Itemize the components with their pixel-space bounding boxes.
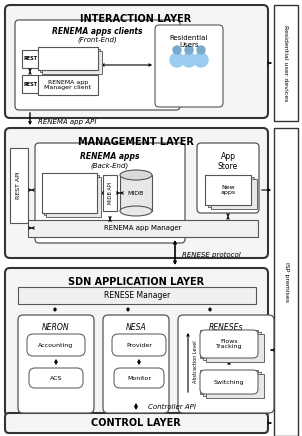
Bar: [38, 75, 98, 95]
Text: RENEMA app
Manager client: RENEMA app Manager client: [44, 80, 92, 90]
Text: Residential
Users: Residential Users: [170, 35, 208, 48]
Bar: [44, 175, 99, 215]
Circle shape: [173, 46, 181, 54]
FancyBboxPatch shape: [112, 334, 166, 356]
Circle shape: [194, 53, 208, 67]
FancyBboxPatch shape: [5, 413, 268, 433]
Bar: [28, 220, 258, 237]
Text: Accounting: Accounting: [38, 343, 74, 347]
FancyBboxPatch shape: [15, 20, 180, 110]
Bar: [38, 47, 98, 70]
Text: New
apps: New apps: [220, 184, 236, 195]
FancyBboxPatch shape: [197, 143, 259, 213]
Text: Flows
Tracking: Flows Tracking: [216, 339, 242, 349]
FancyBboxPatch shape: [18, 315, 94, 413]
Circle shape: [182, 53, 196, 67]
Ellipse shape: [120, 170, 152, 180]
FancyBboxPatch shape: [200, 330, 258, 358]
Bar: [274, 5, 298, 121]
Ellipse shape: [120, 206, 152, 216]
Bar: [40, 49, 100, 72]
Text: RENEMA apps: RENEMA apps: [80, 152, 140, 161]
Bar: [18, 287, 256, 304]
FancyBboxPatch shape: [29, 368, 83, 388]
FancyBboxPatch shape: [5, 268, 268, 416]
Text: RENESE protocol: RENESE protocol: [182, 252, 241, 258]
Bar: [42, 51, 102, 74]
Bar: [203, 332, 261, 360]
Text: MIDB API: MIDB API: [108, 182, 113, 204]
Text: Residential user devices: Residential user devices: [284, 25, 288, 101]
Text: ISP premises: ISP premises: [284, 262, 288, 302]
Text: Monitor: Monitor: [127, 375, 151, 381]
Bar: [120, 175, 152, 211]
Text: Controller API: Controller API: [148, 404, 196, 410]
Bar: [208, 177, 254, 207]
Text: RENESE Manager: RENESE Manager: [104, 290, 170, 300]
FancyBboxPatch shape: [200, 370, 258, 394]
Text: NESA: NESA: [126, 323, 146, 332]
Text: NERON: NERON: [42, 323, 70, 332]
Bar: [200, 330, 258, 358]
Text: Provider: Provider: [126, 343, 152, 347]
Bar: [22, 50, 38, 68]
FancyBboxPatch shape: [27, 334, 85, 356]
Bar: [203, 372, 261, 396]
Text: MIDB: MIDB: [128, 191, 144, 195]
Bar: [10, 148, 28, 223]
Text: REST: REST: [23, 57, 37, 61]
Bar: [205, 175, 251, 205]
Text: CONTROL LAYER: CONTROL LAYER: [91, 418, 181, 428]
Text: App
Store: App Store: [218, 152, 238, 171]
FancyBboxPatch shape: [178, 315, 274, 413]
Text: REST: REST: [23, 82, 37, 86]
Text: RENEMA app API: RENEMA app API: [38, 119, 97, 125]
Bar: [103, 175, 117, 211]
Text: ACS: ACS: [50, 375, 62, 381]
FancyBboxPatch shape: [114, 368, 164, 388]
FancyBboxPatch shape: [103, 315, 169, 413]
Bar: [42, 173, 97, 213]
Text: Abstraction Level: Abstraction Level: [193, 341, 198, 383]
Circle shape: [197, 46, 205, 54]
Text: RENEMA app Manager: RENEMA app Manager: [104, 225, 182, 231]
Text: (Back-End): (Back-End): [91, 162, 129, 168]
Text: RENEMA apps clients: RENEMA apps clients: [52, 27, 142, 36]
Bar: [38, 47, 98, 70]
Bar: [22, 75, 38, 93]
Text: REST API: REST API: [17, 171, 21, 199]
FancyBboxPatch shape: [35, 143, 185, 243]
Circle shape: [185, 46, 193, 54]
Text: SDN APPLICATION LAYER: SDN APPLICATION LAYER: [68, 277, 204, 287]
Bar: [206, 374, 264, 398]
FancyBboxPatch shape: [155, 25, 223, 107]
Text: RENESEs: RENESEs: [209, 323, 243, 332]
Text: (Front-End): (Front-End): [77, 36, 117, 43]
Text: Securing myNET
client: Securing myNET client: [42, 54, 94, 65]
Bar: [211, 179, 257, 209]
Bar: [200, 370, 258, 394]
FancyBboxPatch shape: [5, 5, 268, 118]
Bar: [42, 173, 97, 213]
Text: Securing
myNET: Securing myNET: [55, 187, 83, 198]
Text: INTERACTION LAYER: INTERACTION LAYER: [80, 14, 192, 24]
Text: MANAGEMENT LAYER: MANAGEMENT LAYER: [78, 137, 194, 147]
Bar: [206, 334, 264, 362]
Text: Switching: Switching: [214, 379, 244, 385]
Bar: [205, 175, 251, 205]
FancyBboxPatch shape: [5, 128, 268, 258]
Bar: [274, 128, 298, 436]
Circle shape: [170, 53, 184, 67]
Bar: [46, 177, 101, 217]
